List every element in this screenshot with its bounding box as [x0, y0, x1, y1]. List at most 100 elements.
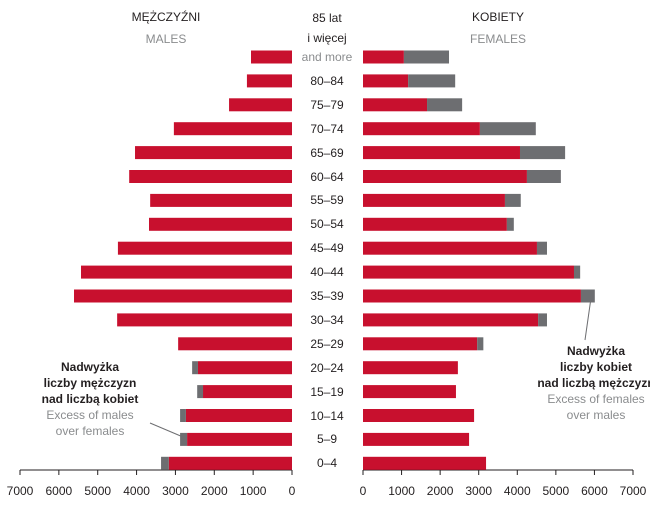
- annotation-text: nad liczbą mężczyzn: [537, 376, 650, 390]
- x-tick-label: 5000: [543, 484, 570, 498]
- bar: [74, 289, 292, 303]
- x-tick-label: 4000: [123, 484, 150, 498]
- category-label: 10–14: [310, 408, 344, 423]
- annotation-text: Excess of males: [46, 408, 133, 422]
- bar: [251, 50, 292, 64]
- category-label: 40–44: [310, 265, 344, 280]
- bar: [526, 170, 561, 183]
- bar: [363, 337, 478, 351]
- x-tick-label: 0: [360, 484, 367, 498]
- bar: [363, 193, 505, 207]
- annotation-text: Nadwyżka: [567, 344, 625, 358]
- x-tick-label: 1000: [240, 484, 267, 498]
- bar: [185, 409, 292, 422]
- right-subtitle: FEMALES: [470, 32, 526, 46]
- right-title: KOBIETY: [472, 10, 524, 24]
- bar: [168, 456, 292, 470]
- bar: [363, 409, 475, 422]
- x-tick-label: 2000: [427, 484, 454, 498]
- bar: [363, 170, 527, 183]
- bar: [580, 289, 595, 303]
- bar: [363, 74, 409, 88]
- category-label: 80–84: [310, 73, 344, 88]
- bar: [519, 146, 566, 160]
- category-label: 30–34: [310, 312, 344, 327]
- category-label: 65–69: [310, 145, 344, 160]
- category-label: 20–24: [310, 360, 344, 375]
- bar: [180, 409, 186, 422]
- bar: [504, 193, 521, 207]
- left-subtitle: MALES: [146, 32, 187, 46]
- bar: [573, 265, 581, 279]
- bar: [197, 385, 204, 399]
- x-tick-label: 1000: [388, 484, 415, 498]
- x-tick-label: 6000: [46, 484, 73, 498]
- annotation-text: Excess of females: [547, 392, 644, 406]
- bar: [81, 265, 293, 279]
- annotation-text: over males: [567, 408, 626, 422]
- annotation-text: liczby mężczyzn: [44, 376, 137, 390]
- annotation-text: liczby kobiet: [560, 360, 632, 374]
- bar: [506, 217, 514, 231]
- bar: [363, 265, 574, 279]
- category-label: 85 lat i więcej: [307, 11, 347, 45]
- x-tick-label: 0: [289, 484, 296, 498]
- bar: [150, 193, 292, 207]
- x-tick-label: 7000: [620, 484, 647, 498]
- x-tick-label: 7000: [7, 484, 34, 498]
- bar: [363, 122, 480, 136]
- category-label: 15–19: [310, 384, 344, 399]
- bar: [229, 98, 292, 112]
- bar: [363, 456, 487, 470]
- bar: [192, 361, 198, 375]
- bar: [246, 74, 292, 88]
- annotation-text: Nadwyżka: [61, 360, 119, 374]
- x-tick-label: 3000: [162, 484, 189, 498]
- category-label: 25–29: [310, 336, 344, 351]
- category-label: 60–64: [310, 169, 344, 184]
- bar: [536, 241, 547, 255]
- category-label: 75–79: [310, 97, 344, 112]
- category-label: 55–59: [310, 193, 344, 208]
- bar: [149, 217, 292, 231]
- bar: [363, 361, 458, 375]
- category-label: 70–74: [310, 121, 344, 136]
- x-tick-label: 2000: [201, 484, 228, 498]
- bar: [135, 146, 292, 160]
- bar: [408, 74, 456, 88]
- x-tick-label: 4000: [504, 484, 531, 498]
- bar: [178, 337, 292, 351]
- category-label: 5–9: [316, 432, 338, 447]
- bar: [180, 432, 188, 446]
- bar: [477, 337, 484, 351]
- leader-line: [584, 297, 592, 341]
- x-tick-label: 3000: [465, 484, 492, 498]
- bar: [479, 122, 536, 136]
- x-tick-label: 6000: [581, 484, 608, 498]
- left-title: MĘŻCZYŹNI: [132, 9, 201, 24]
- bar: [363, 146, 520, 160]
- leader-line: [149, 422, 184, 438]
- bar: [363, 385, 456, 399]
- bar: [363, 241, 537, 255]
- category-label: 0–4: [316, 456, 338, 471]
- bar: [117, 313, 293, 327]
- category-label: 45–49: [310, 241, 344, 256]
- bar: [538, 313, 547, 327]
- bar: [173, 122, 292, 136]
- x-tick-label: 5000: [84, 484, 111, 498]
- category-note: and more: [301, 50, 353, 64]
- bar: [403, 50, 450, 64]
- bar: [203, 385, 292, 399]
- annotation-text: over females: [56, 424, 125, 438]
- bar: [363, 217, 507, 231]
- bar: [129, 170, 292, 183]
- category-label: 50–54: [310, 217, 344, 232]
- bar: [363, 98, 428, 112]
- bar: [117, 241, 292, 255]
- bar: [363, 50, 404, 64]
- annotation-text: nad liczbą kobiet: [42, 392, 139, 406]
- bar: [427, 98, 463, 112]
